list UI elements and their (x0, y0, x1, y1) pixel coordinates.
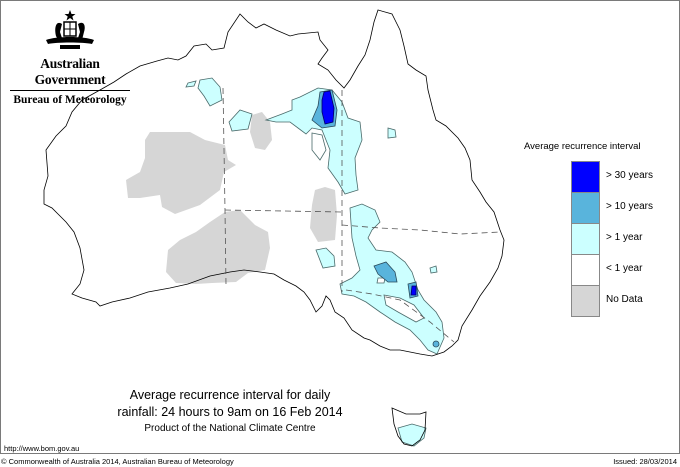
legend-item-1yr: > 1 year (571, 223, 671, 255)
legend-label: No Data (606, 294, 643, 305)
legend-label: > 30 years (606, 170, 653, 181)
legend-item-30yr: > 30 years (571, 161, 671, 193)
website-link[interactable]: http://www.bom.gov.au (4, 444, 80, 453)
legend-swatch (571, 223, 600, 255)
legend-swatch (571, 285, 600, 317)
coastline (43, 9, 505, 357)
state-borders (222, 87, 501, 343)
legend-swatch (571, 254, 600, 286)
agency-title: Bureau of Meteorology (13, 94, 127, 106)
copyright-notice: © Commonwealth of Australia 2014, Austra… (1, 457, 234, 466)
legend-label: > 10 years (606, 201, 653, 212)
bom-logo: Australian Government Bureau of Meteorol… (8, 8, 132, 106)
legend-label: > 1 year (606, 232, 643, 243)
no-data-regions (126, 112, 337, 284)
legend-swatch (571, 161, 600, 193)
legend-item-lt1yr: < 1 year (571, 254, 671, 286)
map-frame (0, 0, 680, 454)
map-subtitle: Product of the National Climate Centre (144, 423, 316, 434)
legend: Average recurrence interval > 30 years >… (524, 141, 674, 317)
legend-item-10yr: > 10 years (571, 192, 671, 224)
map-title-line2: rainfall: 24 hours to 9am on 16 Feb 2014 (117, 405, 343, 419)
holes (311, 132, 425, 323)
legend-item-nodata: No Data (571, 285, 671, 317)
logo-divider (10, 90, 130, 91)
legend-swatch (571, 192, 600, 224)
map-title-line1: Average recurrence interval for daily (129, 388, 331, 402)
issued-date: Issued: 28/03/2014 (613, 457, 677, 466)
gov-title: Australian Government (34, 56, 106, 87)
legend-title: Average recurrence interval (524, 141, 641, 152)
tasmania-coastline (391, 407, 427, 447)
legend-label: < 1 year (606, 263, 643, 274)
commonwealth-coat-of-arms-icon (46, 10, 94, 49)
recurrence-30yr-regions (321, 90, 417, 296)
